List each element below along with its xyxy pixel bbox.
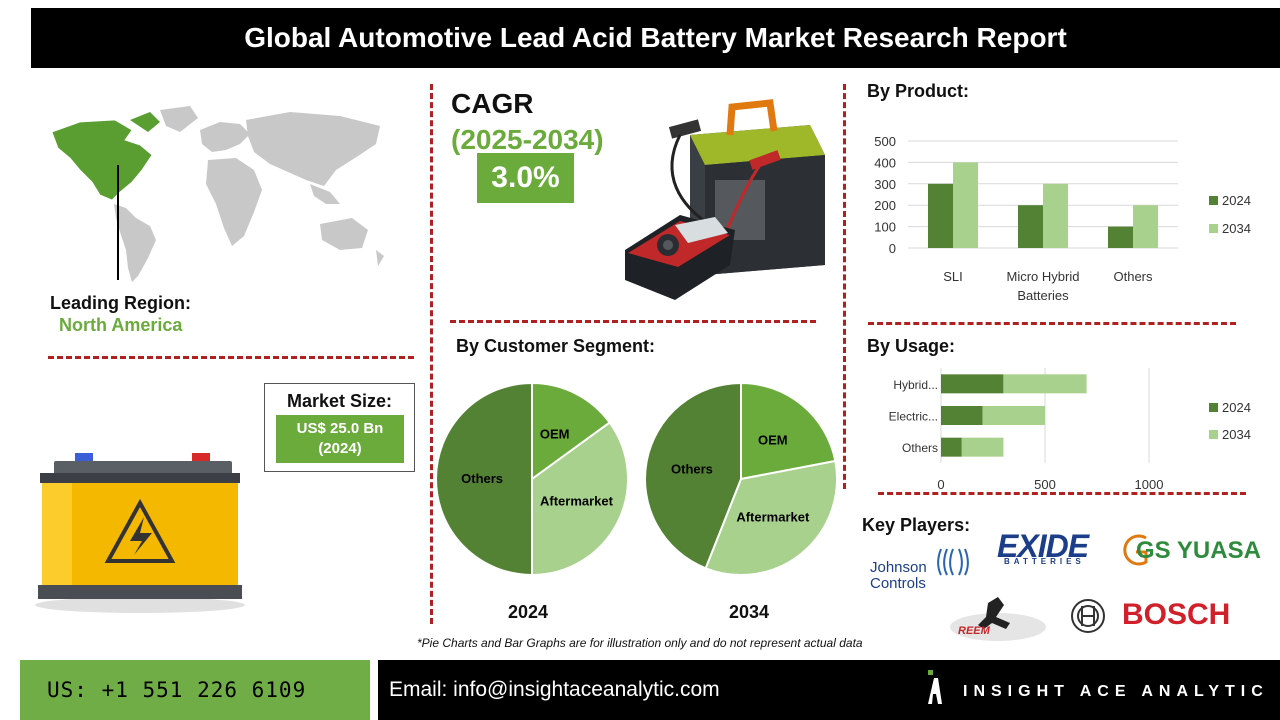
pie-chart-2034: OEM Aftermarket Others (644, 382, 838, 576)
market-size-value: US$ 25.0 Bn (2024) (276, 415, 404, 463)
market-size-amount: US$ 25.0 Bn (296, 420, 384, 437)
pie-slice-others (644, 382, 742, 570)
y-tick-label: 100 (874, 220, 896, 235)
reem-mark-icon (950, 597, 1046, 641)
bar-2024 (941, 437, 962, 457)
bar-2034 (1003, 374, 1087, 394)
x-tick-label: 500 (1034, 477, 1056, 492)
pie-year-2034: 2034 (729, 602, 770, 622)
pie-slice-oem (740, 382, 837, 481)
divider-vertical-right (843, 84, 846, 489)
legend-label-2034: 2034 (1222, 221, 1251, 236)
legend-swatch-2034 (1209, 430, 1218, 439)
y-tick-label: 300 (874, 177, 896, 192)
leading-region-value: North America (59, 315, 183, 335)
x-tick-label-line2: Batteries (1017, 288, 1069, 303)
exide-batteries-text: BATTERIES (1004, 557, 1085, 566)
y-tick-label: 500 (874, 134, 896, 149)
page-title: Global Automotive Lead Acid Battery Mark… (31, 8, 1280, 68)
pie-year-2024: 2024 (508, 602, 549, 622)
by-product-chart: 0 100 200 300 400 500 SLI Micro Hybrid Batteries… (874, 134, 1251, 303)
footer-phone[interactable]: US: +1 551 226 6109 (20, 660, 370, 720)
legend-label-2024: 2024 (1222, 400, 1251, 415)
pie-label-oem: OEM (758, 433, 788, 448)
footer-email[interactable]: Email: info@insightaceanalytic.com (389, 678, 720, 701)
pie-slice-others (435, 382, 533, 577)
key-players-title: Key Players: (862, 515, 971, 535)
divider-region (48, 356, 414, 359)
footer-email-bar: Email: info@insightaceanalytic.com (378, 660, 1280, 720)
x-tick-label: Others (1113, 269, 1153, 284)
pie-slice-aftermarket (531, 421, 629, 577)
customer-segment-title: By Customer Segment: (456, 336, 656, 356)
divider-vertical-left (430, 84, 433, 624)
y-tick-label: 0 (889, 241, 896, 256)
x-tick-label: 1000 (1135, 477, 1164, 492)
legend-label-2024: 2024 (1222, 193, 1251, 208)
exide-logo: EXIDE (997, 528, 1089, 564)
legend-swatch-2034 (1209, 224, 1218, 233)
pie-slice-aftermarket (704, 459, 838, 576)
footer-brand: INSIGHT ACE ANALYTIC (963, 683, 1269, 700)
insight-ace-logo-icon (928, 670, 942, 704)
pie-label-oem: OEM (540, 427, 570, 442)
bar-2024 (941, 374, 1004, 394)
johnson-controls-mark-icon (937, 548, 969, 576)
disclaimer: *Pie Charts and Bar Graphs are for illus… (417, 636, 863, 650)
bar-2024 (1108, 226, 1133, 248)
legend-swatch-2024 (1209, 403, 1218, 412)
battery-icon (35, 453, 245, 613)
divider-cagr (450, 320, 816, 323)
y-tick-label: Hybrid... (893, 378, 938, 392)
region-pointer-line (117, 165, 119, 280)
johnson-controls-logo: Johnson Controls (870, 560, 950, 592)
by-usage-chart: 0 500 1000 Hybrid... Electric... Others 2024 20… (889, 368, 1251, 492)
gs-yuasa-mark-icon (1123, 534, 1148, 566)
reem-logo: REEM (958, 625, 990, 637)
y-tick-label: Others (902, 441, 938, 455)
legend-swatch-2024 (1209, 196, 1218, 205)
leading-region-label: Leading Region: (50, 293, 191, 313)
bar-2034 (1133, 205, 1158, 248)
divider-usage (878, 492, 1246, 495)
x-tick-label: 0 (937, 477, 944, 492)
bar-2024 (941, 406, 983, 425)
y-tick-label: Electric... (889, 410, 938, 424)
cagr-label: CAGR (451, 88, 534, 119)
y-tick-label: 400 (874, 155, 896, 170)
bar-2034 (953, 162, 978, 248)
bar-2024 (1018, 205, 1043, 248)
pie-slice-oem (531, 382, 612, 481)
x-tick-label: SLI (943, 269, 963, 284)
market-size-label: Market Size: (287, 391, 393, 411)
battery-multimeter-icon (625, 99, 825, 300)
by-usage-title: By Usage: (867, 336, 956, 356)
pie-label-aftermarket: Aftermarket (540, 494, 614, 509)
bosch-mark-icon (1071, 599, 1105, 633)
pie-chart-2024: OEM Aftermarket Others (435, 382, 629, 577)
bar-2024 (928, 183, 953, 248)
world-map-icon (51, 106, 384, 282)
cagr-period: (2025-2034) (451, 124, 604, 155)
y-tick-label: 200 (874, 198, 896, 213)
customer-segment-pies: OEM Aftermarket Others OEM Aftermarket Other… (435, 382, 838, 577)
bar-2034 (961, 437, 1004, 457)
market-size-box (264, 383, 415, 472)
pie-label-others: Others (671, 462, 713, 477)
market-size-year: (2024) (318, 440, 362, 457)
bosch-logo: BOSCH (1122, 598, 1231, 631)
legend-label-2034: 2034 (1222, 427, 1251, 442)
cagr-value: 3.0% (477, 153, 574, 203)
gs-yuasa-logo: GS YUASA (1136, 537, 1261, 564)
pie-label-aftermarket: Aftermarket (736, 509, 810, 524)
x-tick-label: Micro Hybrid (1007, 269, 1080, 284)
bar-2034 (982, 406, 1045, 425)
by-product-title: By Product: (867, 81, 970, 101)
bar-2034 (1043, 183, 1068, 248)
pie-label-others: Others (461, 471, 503, 486)
divider-product (868, 322, 1236, 325)
johnson-controls-text: Johnson Controls (870, 559, 927, 592)
